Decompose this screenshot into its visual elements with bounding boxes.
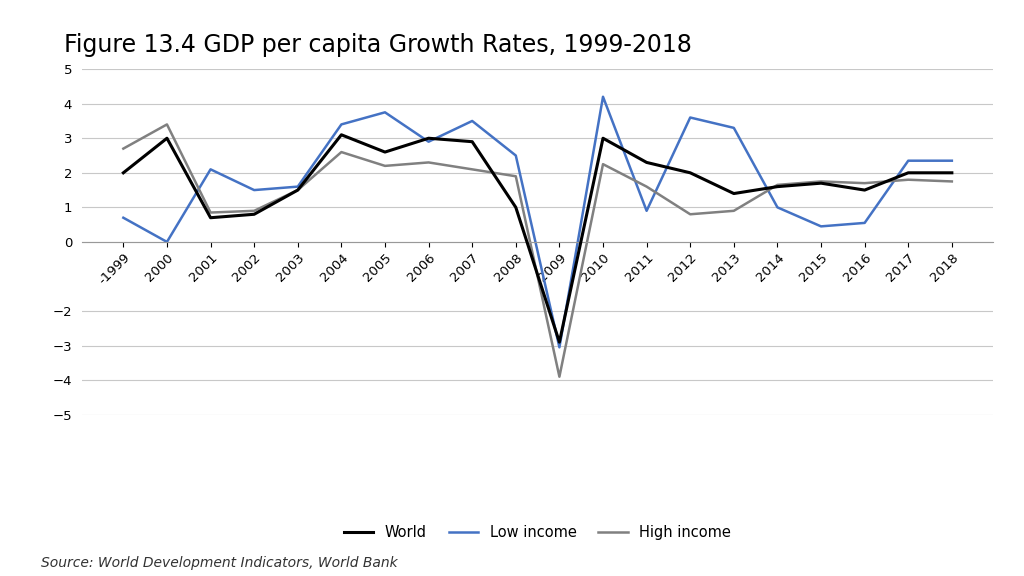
High income	[466, 166, 478, 173]
World	[335, 131, 347, 138]
World	[553, 339, 565, 346]
Low income	[292, 183, 304, 190]
Low income	[553, 344, 565, 351]
World	[815, 180, 827, 187]
Line: High income: High income	[123, 124, 952, 377]
High income	[771, 181, 783, 188]
World	[728, 190, 740, 197]
Low income	[510, 152, 522, 159]
High income	[335, 149, 347, 156]
World	[423, 135, 435, 142]
Low income	[248, 187, 260, 194]
Low income	[379, 109, 391, 116]
World	[117, 169, 129, 176]
World	[684, 169, 696, 176]
Low income	[771, 204, 783, 211]
Low income	[946, 157, 958, 164]
Low income	[684, 114, 696, 121]
Low income	[335, 121, 347, 128]
Low income	[815, 223, 827, 230]
High income	[728, 207, 740, 214]
Low income	[466, 118, 478, 124]
Legend: World, Low income, High income: World, Low income, High income	[338, 519, 737, 545]
Line: Low income: Low income	[123, 97, 952, 347]
World	[858, 187, 870, 194]
High income	[117, 145, 129, 152]
World	[205, 214, 217, 221]
Low income	[161, 238, 173, 245]
High income	[423, 159, 435, 166]
High income	[379, 162, 391, 169]
Line: World: World	[123, 135, 952, 342]
High income	[292, 187, 304, 194]
Low income	[728, 124, 740, 131]
High income	[858, 180, 870, 187]
World	[466, 138, 478, 145]
World	[292, 187, 304, 194]
Low income	[640, 207, 652, 214]
World	[946, 169, 958, 176]
Low income	[597, 93, 609, 100]
High income	[640, 183, 652, 190]
High income	[248, 207, 260, 214]
High income	[946, 178, 958, 185]
High income	[510, 173, 522, 180]
World	[640, 159, 652, 166]
World	[597, 135, 609, 142]
Low income	[205, 166, 217, 173]
High income	[205, 209, 217, 216]
High income	[902, 176, 914, 183]
Low income	[902, 157, 914, 164]
Text: Figure 13.4 GDP per capita Growth Rates, 1999-2018: Figure 13.4 GDP per capita Growth Rates,…	[63, 33, 691, 58]
World	[248, 211, 260, 218]
World	[771, 183, 783, 190]
High income	[553, 373, 565, 380]
Text: Source: World Development Indicators, World Bank: Source: World Development Indicators, Wo…	[41, 556, 397, 570]
World	[510, 204, 522, 211]
High income	[684, 211, 696, 218]
World	[161, 135, 173, 142]
High income	[597, 161, 609, 168]
World	[379, 149, 391, 156]
High income	[161, 121, 173, 128]
Low income	[858, 219, 870, 226]
World	[902, 169, 914, 176]
Low income	[423, 138, 435, 145]
High income	[815, 178, 827, 185]
Low income	[117, 214, 129, 221]
